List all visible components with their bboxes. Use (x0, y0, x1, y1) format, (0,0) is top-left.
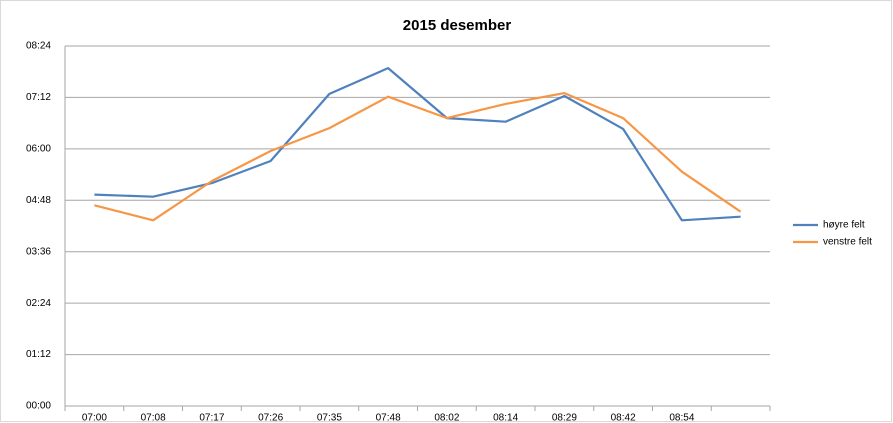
y-tick-label: 00:00 (26, 401, 51, 412)
series-line (94, 91, 742, 222)
x-tick-label: 08:02 (434, 413, 459, 423)
x-tick-label: 07:08 (141, 413, 166, 423)
x-tick-label: 07:00 (82, 413, 107, 423)
x-tick-label: 08:14 (493, 413, 518, 423)
series-line (94, 66, 741, 222)
y-tick-label: 08:24 (26, 41, 51, 52)
y-tick-label: 03:36 (26, 246, 51, 257)
y-tick-label: 07:12 (26, 92, 51, 103)
x-tick-label: 07:17 (199, 413, 224, 423)
x-tick-label: 07:48 (376, 413, 401, 423)
y-tick-label: 02:24 (26, 298, 51, 309)
chart-title: 2015 desember (403, 17, 512, 34)
x-tick-label: 08:54 (669, 413, 694, 423)
x-tick-label: 07:26 (258, 413, 283, 423)
x-tick-label: 08:42 (611, 413, 636, 423)
legend-label: høyre felt (823, 220, 865, 231)
x-tick-label: 07:35 (317, 413, 342, 423)
x-tick-label: 08:29 (552, 413, 577, 423)
y-tick-label: 04:48 (26, 195, 51, 206)
legend-label: venstre felt (823, 237, 872, 248)
y-tick-label: 06:00 (26, 143, 51, 154)
y-tick-label: 01:12 (26, 349, 51, 360)
